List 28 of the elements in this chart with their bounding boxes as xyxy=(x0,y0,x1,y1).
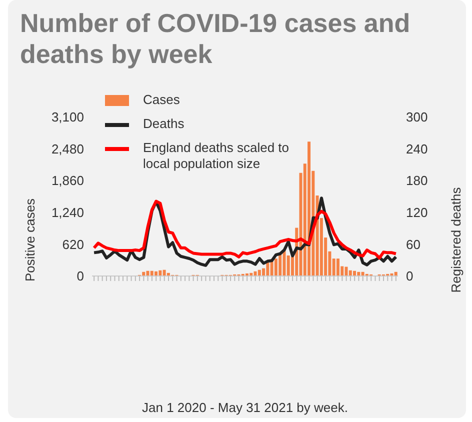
y-tick-label: 1,860 xyxy=(51,173,84,188)
bar xyxy=(344,266,348,276)
bar xyxy=(308,142,311,276)
y2-tick-label: 120 xyxy=(406,205,428,220)
legend-label: Deaths xyxy=(143,116,184,132)
y2-tick-label: 180 xyxy=(406,173,428,188)
bar xyxy=(278,254,282,276)
y-tick-label: 1,240 xyxy=(51,205,84,220)
y2-tick-label: 240 xyxy=(406,141,428,156)
y-tick-label: 3,100 xyxy=(51,110,84,125)
bar xyxy=(270,261,274,276)
y-tick-label: 620 xyxy=(62,236,84,252)
y-tick-label: 0 xyxy=(76,268,84,284)
bar xyxy=(282,250,286,276)
chart-title: Number of COVID-19 cases and deaths by week xyxy=(20,8,412,70)
legend-label: Cases xyxy=(143,92,180,108)
legend-label: England deaths scaled to local population size xyxy=(143,140,290,172)
y2-axis-title: Registered deaths xyxy=(448,187,464,293)
y-tick-label: 2,480 xyxy=(51,141,84,156)
y2-tick-label: 0 xyxy=(406,268,414,284)
bar xyxy=(266,262,270,276)
y-axis-title: Positive cases xyxy=(22,198,38,282)
y2-tick-label: 60 xyxy=(406,236,420,252)
text: Jan 1 2020 - May 31 2021 by week. xyxy=(141,400,349,415)
bar xyxy=(274,258,278,276)
y2-tick-label: 300 xyxy=(406,110,428,125)
bar xyxy=(336,258,340,276)
bar xyxy=(286,255,290,276)
